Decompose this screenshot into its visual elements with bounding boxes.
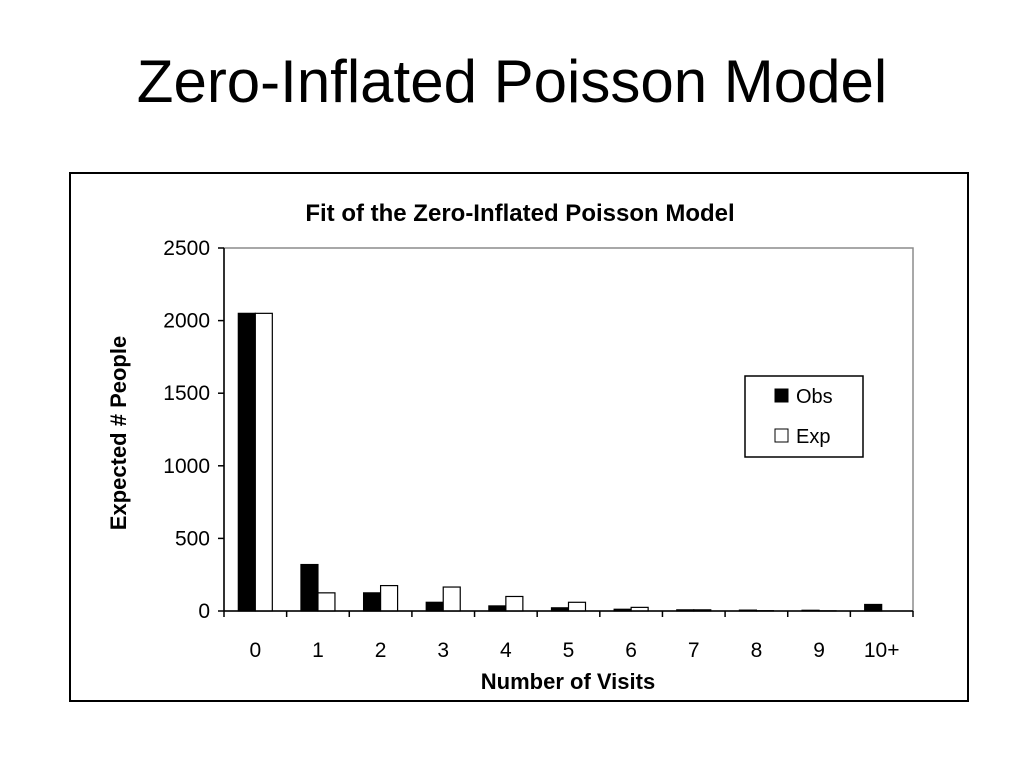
- legend-label-obs: Obs: [796, 386, 833, 408]
- bar-exp-3: [442, 586, 461, 612]
- slide-title: Zero-Inflated Poisson Model: [136, 48, 888, 115]
- bar-obs-0: [237, 312, 256, 612]
- x-tick-label: 10+: [864, 639, 900, 662]
- x-tick-label: 1: [312, 639, 324, 662]
- y-tick-label: 2000: [163, 310, 210, 333]
- bar-obs-10plus: [864, 603, 883, 612]
- chart-frame: [69, 172, 969, 702]
- x-tick-label: 7: [688, 639, 700, 662]
- legend: Obs Exp: [744, 375, 864, 458]
- y-tick-label: 500: [175, 527, 210, 550]
- bars-group: [237, 312, 883, 612]
- y-tick-label: 1500: [163, 382, 210, 405]
- y-tick-label: 1000: [163, 455, 210, 478]
- y-axis: 0 500 1000 1500 2000 2500: [163, 237, 225, 623]
- x-tick-label: 5: [563, 639, 575, 662]
- y-tick-label: 0: [198, 600, 210, 623]
- bar-obs-3: [425, 601, 444, 612]
- y-tick-label: 2500: [163, 237, 210, 260]
- bar-exp-5: [567, 601, 587, 612]
- x-tick-label: 8: [751, 639, 763, 662]
- x-axis: 0 1 2 3 4 5 6 7 8 9 10+: [223, 610, 914, 662]
- x-tick-label: 9: [813, 639, 825, 662]
- x-axis-label: Number of Visits: [481, 669, 655, 694]
- legend-box: [744, 375, 864, 458]
- bar-obs-2: [362, 592, 382, 612]
- bar-obs-1: [300, 563, 319, 612]
- x-tick-label: 2: [375, 639, 387, 662]
- bar-exp-4: [505, 595, 524, 612]
- legend-label-exp: Exp: [796, 426, 830, 448]
- x-tick-label: 4: [500, 639, 512, 662]
- legend-swatch-obs: [774, 388, 789, 403]
- bar-exp-1: [317, 592, 336, 612]
- x-tick-label: 6: [625, 639, 637, 662]
- x-tick-label: 3: [437, 639, 449, 662]
- bar-exp-0: [254, 312, 273, 612]
- bar-obs-4: [488, 605, 507, 612]
- x-tick-label: 0: [249, 639, 261, 662]
- bar-exp-2: [379, 584, 399, 612]
- legend-swatch-exp: [774, 428, 789, 443]
- chart-title: Fit of the Zero-Inflated Poisson Model: [305, 200, 734, 227]
- y-axis-label: Expected # People: [106, 336, 131, 530]
